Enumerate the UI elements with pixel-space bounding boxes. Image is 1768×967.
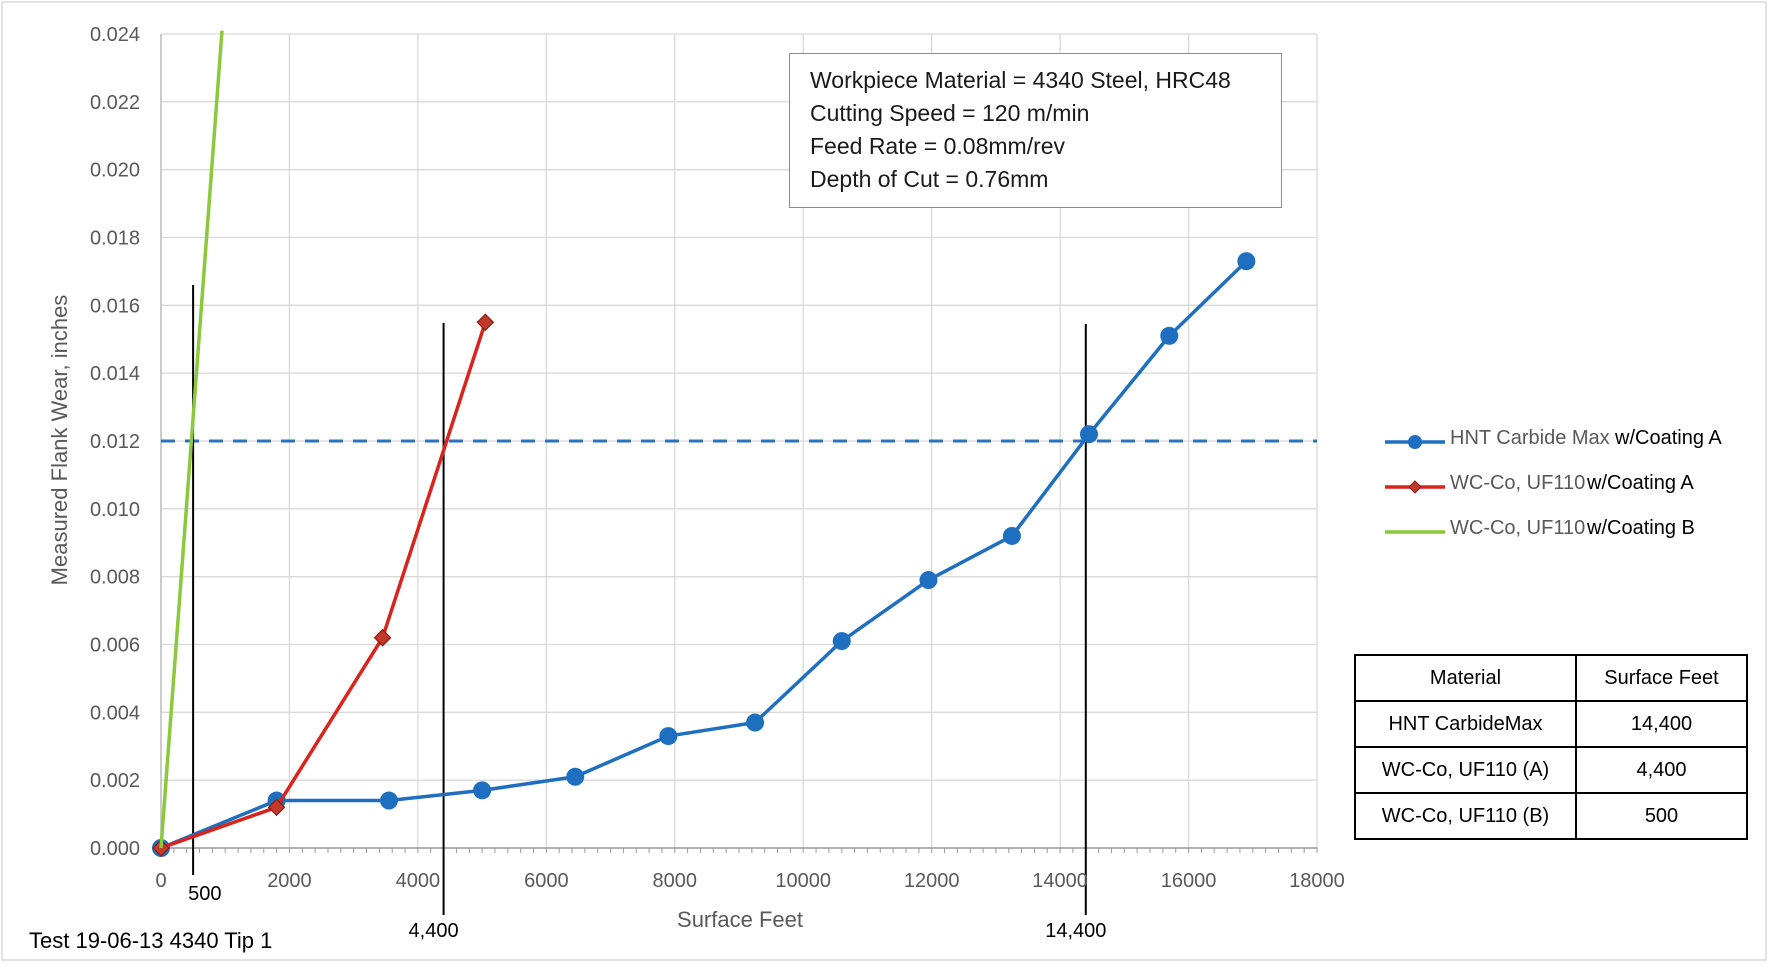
info-line-material: Workpiece Material = 4340 Steel, HRC48 [810, 67, 1231, 93]
legend-item-wc-co-coating-b: WC-Co, UF110 w/Coating B [1385, 514, 1765, 559]
legend-swatch-line-icon [1385, 530, 1445, 534]
legend-series-name: HNT Carbide Max [1450, 427, 1610, 449]
legend-series-coating: w/Coating A [1615, 427, 1722, 449]
y-tick-label: 0.022 [90, 92, 140, 114]
info-line-cutting-speed: Cutting Speed = 120 m/min [810, 100, 1090, 126]
y-tick-label: 0.016 [90, 295, 140, 317]
data-point [373, 628, 392, 647]
x-tick-label: 14000 [1032, 870, 1088, 892]
table-header-cell: Material [1354, 654, 1577, 702]
table-cell: 14,400 [1575, 700, 1748, 748]
table-cell: WC-Co, UF110 (B) [1354, 792, 1577, 840]
test-id-label: Test 19-06-13 4340 Tip 1 [29, 928, 273, 953]
y-tick-label: 0.012 [90, 431, 140, 453]
data-point [832, 632, 851, 651]
info-line-feed-rate: Feed Rate = 0.08mm/rev [810, 133, 1066, 159]
table-row: WC-Co, UF110 (B) 500 [1354, 792, 1748, 840]
y-tick-label: 0.004 [90, 702, 140, 724]
x-tick-label: 18000 [1289, 870, 1345, 892]
legend-series-name: WC-Co, UF110 [1450, 517, 1586, 539]
x-axis-title: Surface Feet [677, 907, 803, 932]
series-line-1 [160, 321, 487, 850]
legend-swatch-diamond-icon [1385, 480, 1445, 494]
data-point [1160, 326, 1179, 345]
table-cell: 4,400 [1575, 746, 1748, 794]
surface-feet-table: Material Surface Feet HNT CarbideMax 14,… [1354, 654, 1748, 840]
data-point [1080, 425, 1099, 444]
x-tick-label: 4000 [396, 870, 441, 892]
x-tick-label: 0 [155, 870, 166, 892]
x-tick-label: 10000 [775, 870, 831, 892]
x-tick-label: 16000 [1161, 870, 1217, 892]
series-line-2 [159, 30, 224, 849]
x-tick-label: 12000 [904, 870, 960, 892]
table-header-cell: Surface Feet [1575, 654, 1748, 702]
vertical-marker-label: 4,400 [409, 920, 459, 942]
data-point [566, 767, 585, 786]
y-tick-label: 0.024 [90, 24, 140, 46]
table-row: HNT CarbideMax 14,400 [1354, 700, 1748, 748]
chart-legend: HNT Carbide Max w/Coating A WC-Co, UF110… [1385, 424, 1765, 559]
x-tick-label: 2000 [267, 870, 312, 892]
data-point [659, 727, 678, 746]
data-point [267, 798, 286, 817]
y-tick-label: 0.010 [90, 499, 140, 521]
table-cell: WC-Co, UF110 (A) [1354, 746, 1577, 794]
legend-series-coating: w/Coating B [1587, 517, 1695, 539]
data-point [379, 791, 398, 810]
legend-series-coating: w/Coating A [1587, 472, 1694, 494]
data-point [473, 781, 492, 800]
info-line-depth-of-cut: Depth of Cut = 0.76mm [810, 166, 1049, 192]
y-tick-label: 0.002 [90, 770, 140, 792]
x-tick-label: 6000 [524, 870, 569, 892]
test-conditions-box: Workpiece Material = 4340 Steel, HRC48 C… [789, 53, 1282, 208]
data-point [1002, 526, 1021, 545]
data-point [476, 313, 495, 332]
data-point [1237, 252, 1256, 271]
y-tick-label: 0.018 [90, 228, 140, 250]
table-cell: HNT CarbideMax [1354, 700, 1577, 748]
table-row: WC-Co, UF110 (A) 4,400 [1354, 746, 1748, 794]
y-tick-label: 0.020 [90, 160, 140, 182]
y-axis-title: Measured Flank Wear, inches [47, 295, 72, 586]
table-header-row: Material Surface Feet [1354, 654, 1748, 702]
y-tick-label: 0.006 [90, 635, 140, 657]
x-tick-label: 8000 [653, 870, 698, 892]
legend-item-wc-co-coating-a: WC-Co, UF110 w/Coating A [1385, 469, 1765, 514]
y-tick-label: 0.014 [90, 363, 140, 385]
vertical-marker-label: 14,400 [1045, 920, 1106, 942]
vertical-marker-label: 500 [188, 883, 221, 905]
legend-series-name: WC-Co, UF110 [1450, 472, 1586, 494]
y-tick-label: 0.000 [90, 838, 140, 860]
data-point [746, 713, 765, 732]
table-cell: 500 [1575, 792, 1748, 840]
y-tick-label: 0.008 [90, 567, 140, 589]
legend-item-hnt-carbide-max: HNT Carbide Max w/Coating A [1385, 424, 1765, 469]
data-point [919, 571, 938, 590]
legend-swatch-circle-icon [1385, 435, 1445, 449]
